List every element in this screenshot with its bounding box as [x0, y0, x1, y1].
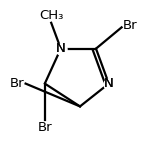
Text: Br: Br: [9, 77, 24, 90]
Text: N: N: [56, 42, 66, 55]
Text: N: N: [56, 42, 66, 55]
Text: N: N: [104, 77, 114, 90]
Text: CH₃: CH₃: [39, 9, 63, 22]
Text: N: N: [104, 77, 114, 90]
Text: Br: Br: [37, 121, 52, 134]
Text: Br: Br: [123, 19, 138, 32]
